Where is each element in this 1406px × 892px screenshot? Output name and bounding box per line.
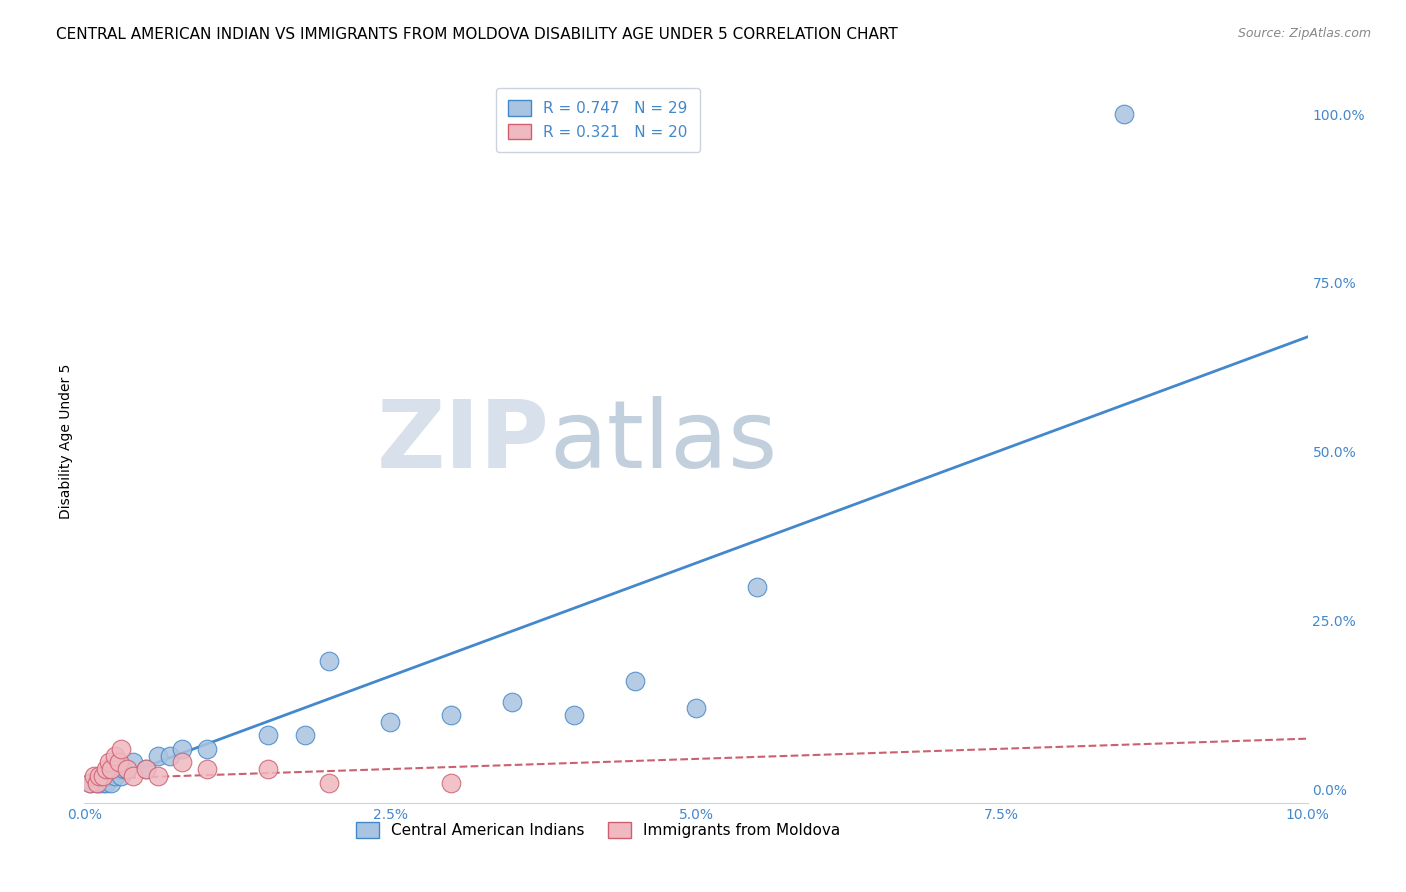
Point [86,775,108,789]
Point [112,762,135,776]
Point [172,741,194,756]
Point [83,769,105,783]
Point [440,775,463,789]
Point [110,741,132,756]
Point [294,728,316,742]
Point [107,756,129,770]
Point [380,714,402,729]
Point [159,748,181,763]
Point [172,756,194,770]
Point [115,762,138,776]
Point [1114,107,1136,121]
Text: atlas: atlas [550,395,778,488]
Point [110,769,132,783]
Point [624,674,647,689]
Text: ZIP: ZIP [377,395,550,488]
Point [122,756,145,770]
Point [318,654,340,668]
Point [96,762,118,776]
Point [135,762,157,776]
Point [87,769,110,783]
Point [79,775,101,789]
Point [562,708,585,723]
Point [685,701,707,715]
Point [104,769,127,783]
Point [100,762,122,776]
Point [146,769,169,783]
Point [87,775,110,789]
Y-axis label: Disability Age Under 5: Disability Age Under 5 [59,364,73,519]
Point [747,580,769,594]
Point [97,769,120,783]
Text: CENTRAL AMERICAN INDIAN VS IMMIGRANTS FROM MOLDOVA DISABILITY AGE UNDER 5 CORREL: CENTRAL AMERICAN INDIAN VS IMMIGRANTS FR… [56,27,898,42]
Point [115,762,138,776]
Point [91,775,114,789]
Point [86,775,108,789]
Point [195,741,218,756]
Text: Source: ZipAtlas.com: Source: ZipAtlas.com [1237,27,1371,40]
Point [135,762,157,776]
Point [91,769,114,783]
Point [100,775,122,789]
Legend: Central American Indians, Immigrants from Moldova: Central American Indians, Immigrants fro… [349,814,848,846]
Point [107,762,129,776]
Point [79,775,101,789]
Point [440,708,463,723]
Point [502,694,524,708]
Point [122,769,145,783]
Point [195,762,218,776]
Point [318,775,340,789]
Point [146,748,169,763]
Point [257,728,280,742]
Point [97,756,120,770]
Point [257,762,280,776]
Point [104,748,127,763]
Point [96,775,118,789]
